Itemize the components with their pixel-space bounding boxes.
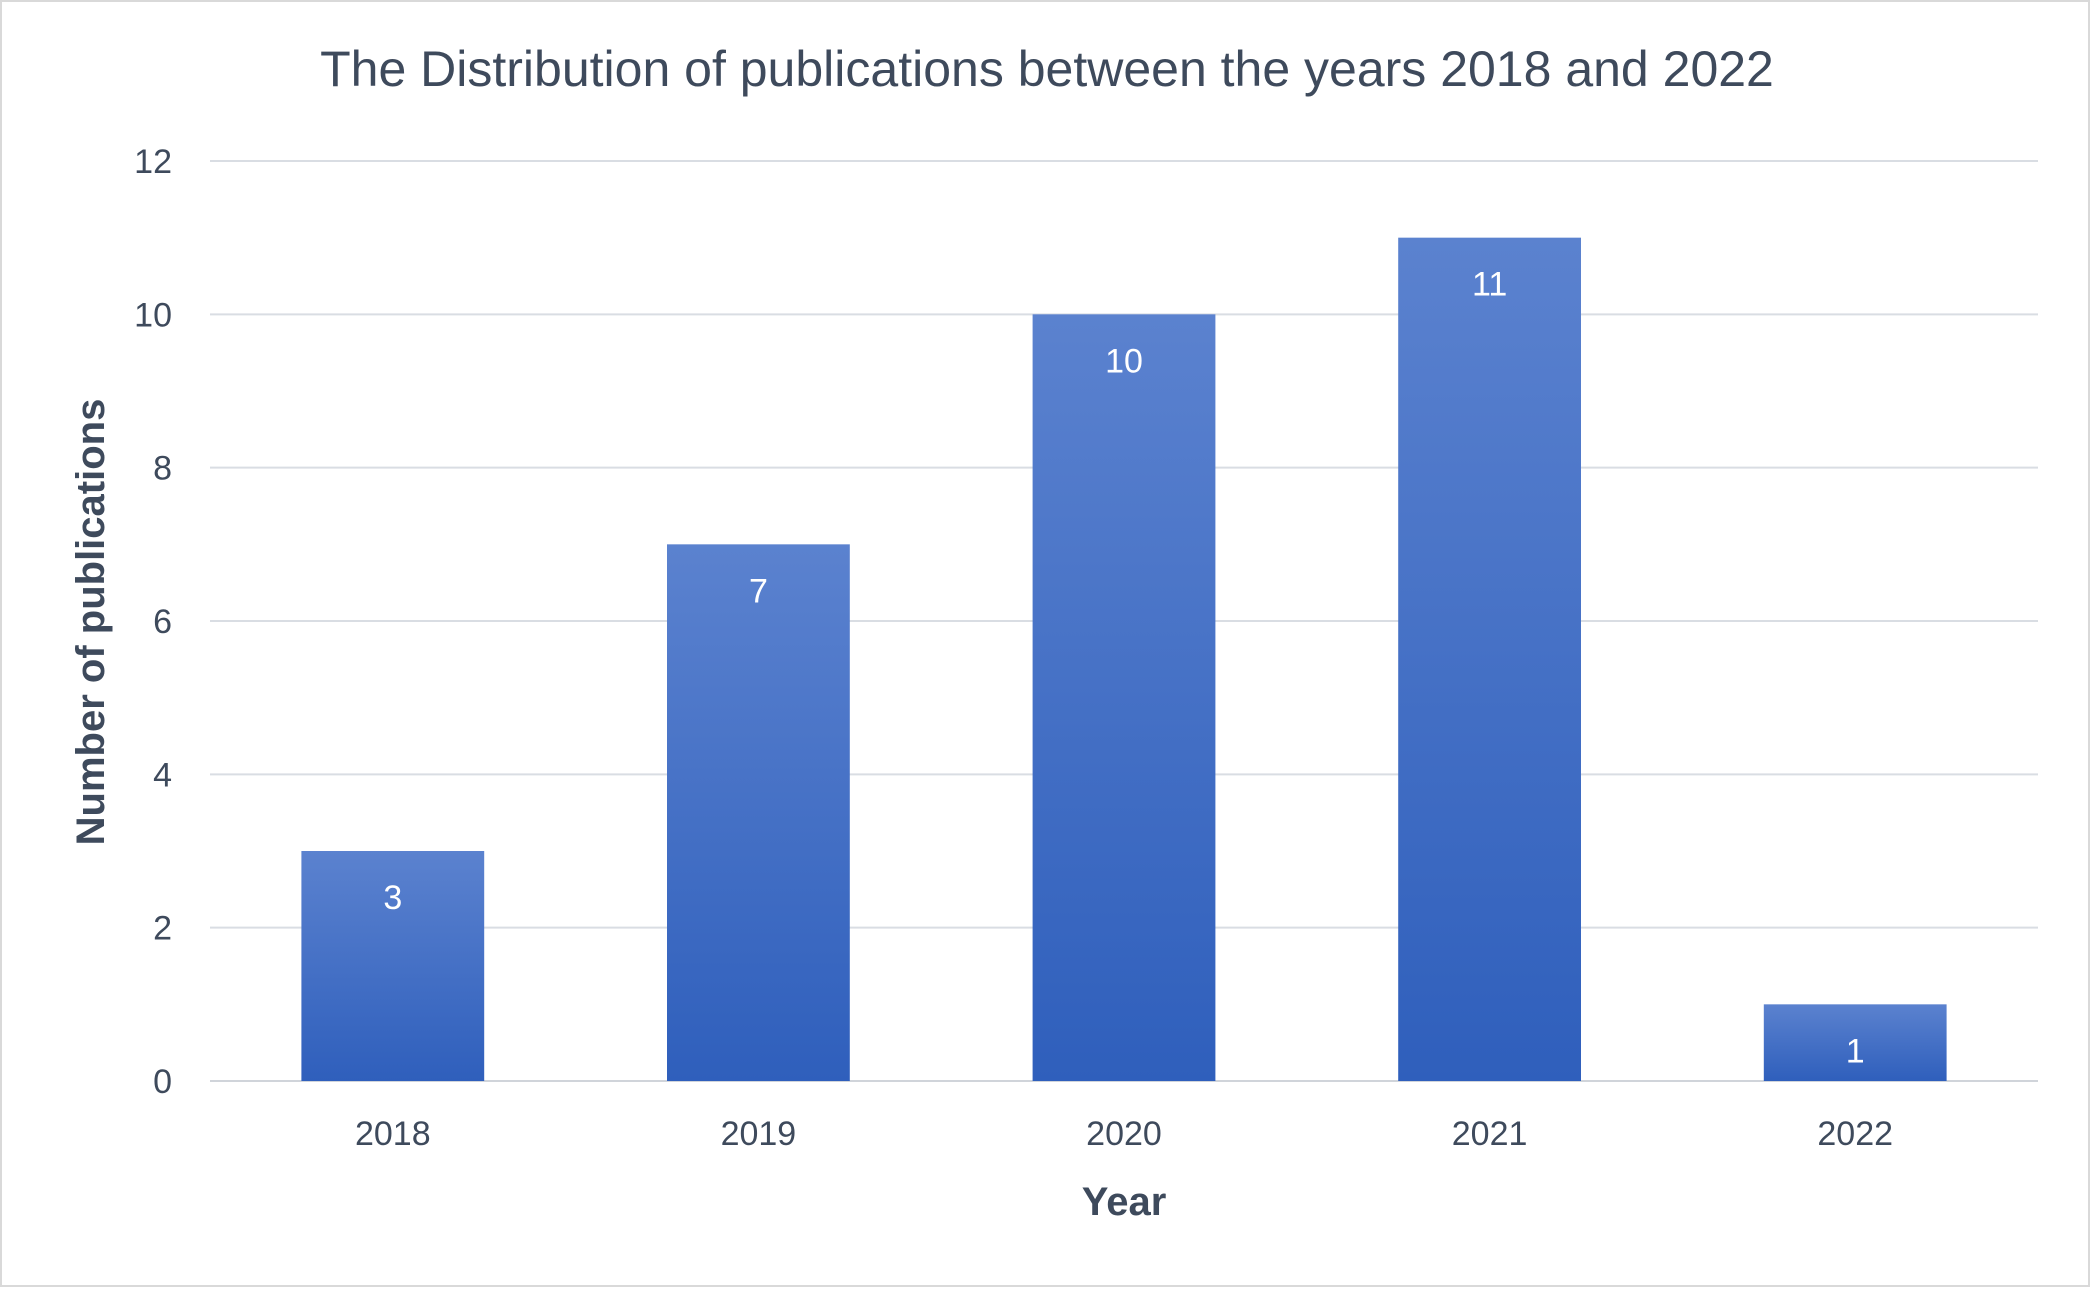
y-tick-label: 8 bbox=[153, 450, 172, 488]
data-label-2021: 11 bbox=[1472, 266, 1507, 304]
data-label-2018: 3 bbox=[383, 879, 402, 917]
y-tick-label: 12 bbox=[134, 143, 172, 181]
y-tick-label: 0 bbox=[153, 1063, 172, 1101]
x-tick-label-2018: 2018 bbox=[355, 1115, 431, 1153]
bar-2022 bbox=[1763, 1004, 1947, 1081]
x-tick-label-2021: 2021 bbox=[1452, 1115, 1528, 1153]
x-tick-label-2019: 2019 bbox=[721, 1115, 797, 1153]
data-label-2022: 1 bbox=[1846, 1032, 1865, 1070]
bar-2018 bbox=[301, 851, 485, 1081]
bars bbox=[301, 237, 1947, 1081]
x-axis-title: Year bbox=[1082, 1180, 1167, 1224]
y-tick-label: 4 bbox=[153, 756, 172, 794]
y-tick-label: 10 bbox=[134, 296, 172, 334]
y-tick-label: 2 bbox=[153, 910, 172, 948]
chart-title: The Distribution of publications between… bbox=[320, 41, 1774, 97]
bar-2019 bbox=[667, 544, 850, 1081]
data-label-2019: 7 bbox=[749, 572, 768, 610]
y-tick-label: 6 bbox=[153, 603, 172, 641]
data-label-2020: 10 bbox=[1105, 342, 1143, 380]
bar-2021 bbox=[1398, 237, 1581, 1081]
x-tick-label-2022: 2022 bbox=[1817, 1115, 1893, 1153]
y-axis-ticks: 0 2 4 6 8 10 12 bbox=[134, 143, 172, 1101]
x-axis-ticks: 2018 2019 2020 2021 2022 bbox=[355, 1115, 1893, 1153]
y-axis-title: Number of publications bbox=[69, 399, 113, 846]
x-tick-label-2020: 2020 bbox=[1086, 1115, 1162, 1153]
bar-2020 bbox=[1032, 314, 1216, 1081]
